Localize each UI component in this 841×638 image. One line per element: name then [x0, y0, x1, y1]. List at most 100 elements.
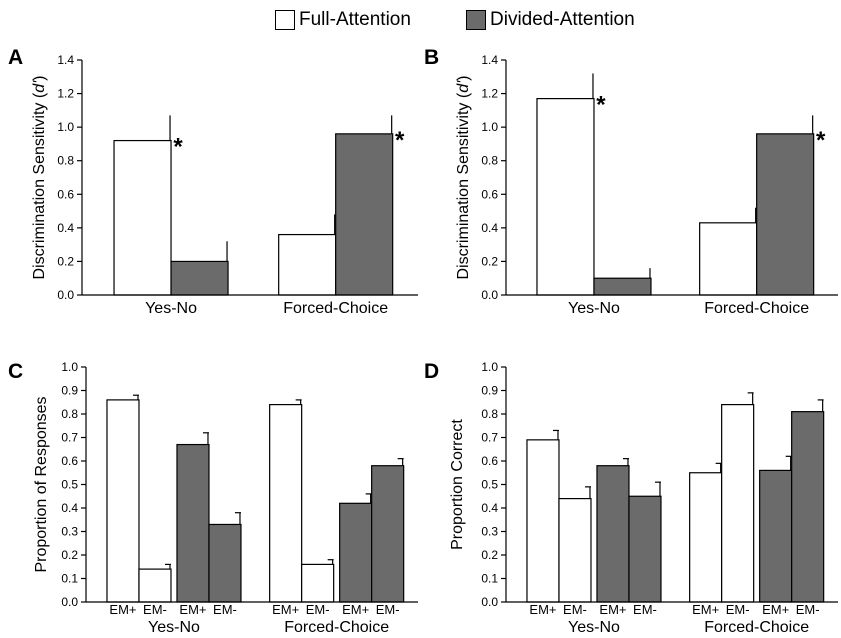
bar-a-full-0 — [113, 139, 172, 296]
category-label-d: Yes-No — [568, 619, 620, 636]
sub-label-d: EM+ — [529, 602, 556, 617]
chart-panel-d: D Proportion Correct 0.0 0.1 0.2 0.3 0.4 0.5 0.6… — [424, 360, 838, 636]
sub-label-c: EM+ — [342, 602, 369, 617]
significance-star-b: * — [596, 92, 606, 119]
y-tick-label-a: 0.8 — [57, 154, 74, 168]
bar-b-full-1 — [699, 222, 758, 296]
panel-letter-c: C — [8, 360, 23, 383]
y-tick-label-b: 1.2 — [481, 87, 498, 101]
y-tick-label-d: 0.3 — [481, 525, 498, 539]
y-tick-label-a: 1.0 — [57, 120, 74, 134]
bar-c-0-3 — [208, 523, 242, 603]
panel-letter-d: D — [424, 360, 439, 383]
bar-d-0-2 — [596, 465, 630, 603]
y-tick-label-d: 0.4 — [481, 501, 498, 515]
chart-legend: Full-Attention Divided-Attention — [0, 0, 841, 40]
y-tick-label-a: 0.2 — [57, 254, 74, 268]
category-label-a: Yes-No — [145, 300, 197, 317]
y-axis-label-d: Proportion Correct — [449, 419, 466, 550]
bar-c-1-1 — [301, 563, 335, 603]
bar-c-0-1 — [138, 568, 172, 603]
y-tick-label-d: 0.5 — [481, 478, 498, 492]
y-tick-label-d: 0.7 — [481, 431, 498, 445]
legend-label-full-attention: Full-Attention — [299, 9, 411, 30]
bar-a-divided-0 — [170, 260, 229, 296]
legend-swatch-full-attention — [275, 10, 295, 30]
y-tick-label-c: 1.0 — [61, 360, 78, 374]
legend-item-divided-attention: Divided-Attention — [466, 8, 635, 32]
category-label-d: Forced-Choice — [704, 619, 809, 636]
sub-label-d: EM- — [726, 602, 750, 617]
y-axis-label-a: Discrimination Sensitivity (d') — [31, 76, 48, 280]
bar-d-1-0 — [689, 472, 723, 603]
bar-d-1-1 — [721, 403, 755, 603]
bar-d-0-1 — [558, 498, 592, 603]
y-tick-label-d: 1.0 — [481, 360, 498, 374]
chart-panel-a: A Discrimination Sensitivity (d') 0.0 0.2 0.… — [8, 46, 418, 317]
y-tick-label-a: 1.4 — [57, 53, 74, 67]
bar-d-1-3 — [791, 411, 825, 603]
legend-item-full-attention: Full-Attention — [275, 8, 411, 32]
bar-c-1-0 — [269, 403, 303, 603]
bar-d-1-2 — [759, 469, 793, 603]
y-axis-label-b: Discrimination Sensitivity (d') — [455, 76, 472, 280]
legend-label-divided-attention: Divided-Attention — [490, 9, 635, 30]
category-label-b: Forced-Choice — [704, 300, 809, 317]
legend-swatch-divided-attention — [466, 10, 486, 30]
y-tick-label-d: 0.8 — [481, 407, 498, 421]
y-tick-label-c: 0.8 — [61, 407, 78, 421]
y-tick-label-c: 0.0 — [61, 595, 78, 609]
y-tick-label-c: 0.2 — [61, 548, 78, 562]
significance-star-b: * — [816, 127, 826, 154]
sub-label-c: EM- — [376, 602, 400, 617]
bar-b-divided-1 — [756, 133, 815, 296]
y-tick-label-a: 0.4 — [57, 221, 74, 235]
y-tick-label-c: 0.4 — [61, 501, 78, 515]
category-label-c: Forced-Choice — [284, 619, 389, 636]
category-label-c: Yes-No — [148, 619, 200, 636]
y-tick-label-b: 0.2 — [481, 254, 498, 268]
y-tick-label-d: 0.1 — [481, 572, 498, 586]
category-label-a: Forced-Choice — [283, 300, 388, 317]
panel-letter-b: B — [424, 46, 439, 69]
sub-label-c: EM- — [143, 602, 167, 617]
significance-star-a: * — [395, 127, 405, 154]
category-label-b: Yes-No — [568, 300, 620, 317]
bar-c-1-2 — [339, 502, 373, 603]
chart-panel-c: C Proportion of Responses 0.0 0.1 0.2 0.3 0.4 0… — [8, 360, 418, 636]
sub-label-d: EM- — [796, 602, 820, 617]
y-tick-label-d: 0.9 — [481, 384, 498, 398]
sub-label-d: EM+ — [692, 602, 719, 617]
y-tick-label-c: 0.5 — [61, 478, 78, 492]
y-tick-label-d: 0.6 — [481, 454, 498, 468]
bar-b-divided-0 — [593, 277, 652, 296]
bar-b-full-0 — [536, 98, 595, 296]
y-tick-label-b: 0.8 — [481, 154, 498, 168]
y-tick-label-b: 1.4 — [481, 53, 498, 67]
y-tick-label-b: 1.0 — [481, 120, 498, 134]
significance-star-a: * — [173, 134, 183, 161]
bar-c-0-2 — [176, 443, 210, 603]
sub-label-d: EM- — [633, 602, 657, 617]
y-tick-label-b: 0.6 — [481, 187, 498, 201]
sub-label-c: EM+ — [109, 602, 136, 617]
y-tick-label-c: 0.1 — [61, 572, 78, 586]
sub-label-d: EM+ — [599, 602, 626, 617]
bar-d-0-3 — [628, 495, 662, 603]
y-tick-label-b: 0.0 — [481, 288, 498, 302]
bar-a-full-1 — [278, 233, 337, 296]
sub-label-d: EM- — [563, 602, 587, 617]
y-tick-label-b: 0.4 — [481, 221, 498, 235]
sub-label-c: EM+ — [179, 602, 206, 617]
y-tick-label-d: 0.2 — [481, 548, 498, 562]
y-tick-label-a: 1.2 — [57, 87, 74, 101]
y-axis-label-c: Proportion of Responses — [33, 396, 50, 572]
chart-panel-b: B Discrimination Sensitivity (d') 0.0 0.2 0.… — [424, 46, 838, 317]
bar-a-divided-1 — [335, 133, 394, 296]
y-tick-label-a: 0.0 — [57, 288, 74, 302]
sub-label-c: EM- — [306, 602, 330, 617]
sub-label-c: EM- — [213, 602, 237, 617]
y-tick-label-c: 0.7 — [61, 431, 78, 445]
y-tick-label-c: 0.3 — [61, 525, 78, 539]
bar-c-1-3 — [371, 465, 405, 603]
